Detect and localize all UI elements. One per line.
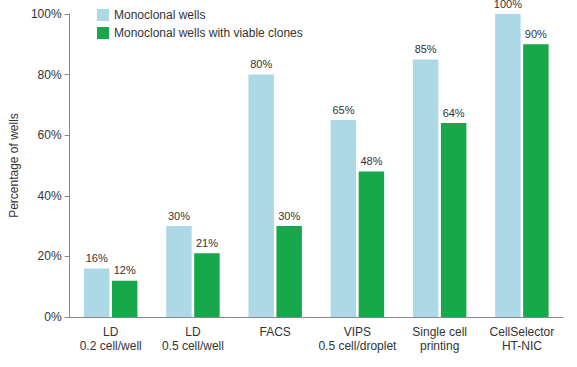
svg-text:Monoclonal wells with viable c: Monoclonal wells with viable clones (114, 26, 303, 40)
svg-text:80%: 80% (38, 68, 62, 82)
svg-text:100%: 100% (31, 7, 62, 21)
svg-text:30%: 30% (278, 210, 300, 222)
svg-text:64%: 64% (443, 107, 465, 119)
svg-text:12%: 12% (114, 264, 136, 276)
svg-text:40%: 40% (38, 189, 62, 203)
svg-text:CellSelector: CellSelector (490, 325, 555, 339)
svg-text:16%: 16% (86, 252, 108, 264)
svg-text:0.5 cell/droplet: 0.5 cell/droplet (318, 339, 397, 353)
svg-text:VIPS: VIPS (344, 325, 371, 339)
svg-text:LD: LD (185, 325, 201, 339)
svg-text:FACS: FACS (260, 325, 291, 339)
svg-text:Percentage of wells: Percentage of wells (7, 113, 21, 218)
svg-text:0.2 cell/well: 0.2 cell/well (80, 339, 142, 353)
svg-text:0%: 0% (44, 310, 62, 324)
svg-text:20%: 20% (38, 249, 62, 263)
svg-text:HT-NIC: HT-NIC (502, 339, 542, 353)
svg-text:30%: 30% (168, 210, 190, 222)
svg-text:48%: 48% (360, 155, 382, 167)
svg-text:65%: 65% (332, 104, 354, 116)
svg-text:80%: 80% (250, 58, 272, 70)
svg-text:printing: printing (420, 339, 459, 353)
svg-text:Monoclonal wells: Monoclonal wells (114, 8, 205, 22)
svg-text:85%: 85% (415, 43, 437, 55)
svg-text:0.5 cell/well: 0.5 cell/well (162, 339, 224, 353)
svg-text:90%: 90% (525, 28, 547, 40)
svg-text:60%: 60% (38, 128, 62, 142)
svg-text:Single cell: Single cell (412, 325, 467, 339)
svg-text:LD: LD (103, 325, 119, 339)
svg-text:21%: 21% (196, 237, 218, 249)
svg-text:100%: 100% (494, 0, 522, 10)
